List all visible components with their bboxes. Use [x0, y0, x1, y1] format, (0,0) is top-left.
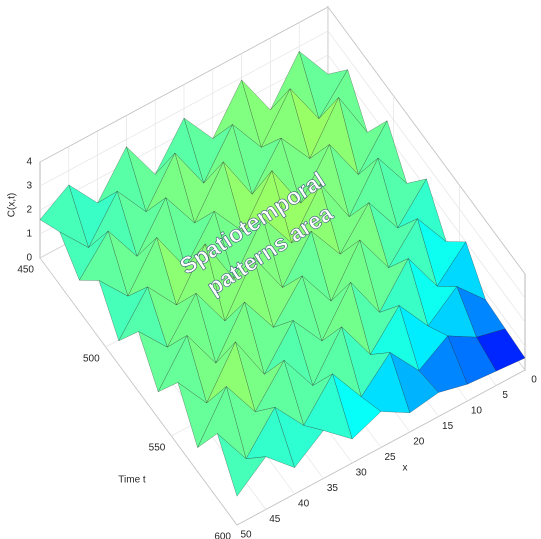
x-tick-label: 40: [298, 499, 310, 510]
x-tick-label: 5: [502, 390, 508, 401]
surface: [39, 50, 526, 497]
axis-labels: 0123405101520253035404550450500550600xTi…: [7, 157, 538, 539]
x-tick-label: 50: [240, 530, 252, 539]
y-tick-label: 500: [83, 354, 100, 365]
z-tick-label: 4: [26, 157, 32, 168]
y-tick-label: 600: [214, 532, 231, 539]
z-tick-label: 0: [26, 253, 32, 264]
x-tick-label: 30: [356, 468, 368, 479]
x-tick-label: 25: [384, 452, 396, 463]
z-tick-label: 1: [26, 229, 32, 240]
x-axis-label: x: [403, 463, 408, 474]
x-tick-label: 45: [269, 514, 281, 525]
x-tick-label: 10: [471, 406, 483, 417]
grid-line: [236, 274, 526, 526]
y-tick-label: 550: [149, 443, 166, 454]
x-tick-label: 35: [327, 483, 339, 494]
y-axis-label: Time t: [118, 475, 146, 486]
surface-cell: [216, 432, 267, 497]
x-tick-label: 15: [442, 421, 454, 432]
z-axis-label: C(x,t): [7, 193, 18, 217]
x-tick-label: 20: [413, 437, 425, 448]
y-tick-label: 450: [17, 265, 34, 276]
z-tick-label: 2: [26, 205, 32, 216]
x-tick-label: 0: [531, 375, 537, 386]
z-tick-label: 3: [26, 181, 32, 192]
